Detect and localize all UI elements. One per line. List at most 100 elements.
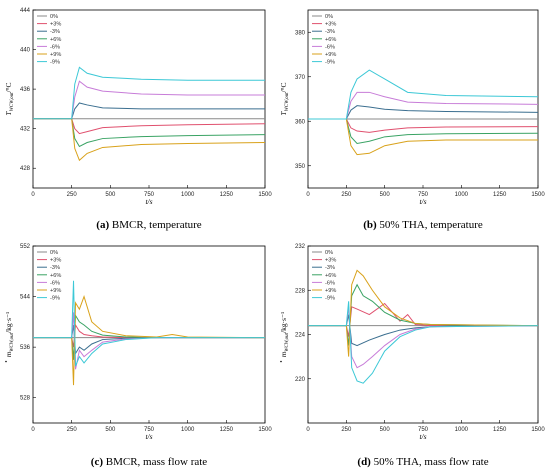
x-tick-label: 250 bbox=[341, 427, 352, 433]
panel-caption-letter: (d) bbox=[357, 456, 371, 468]
series-line-minus6pct bbox=[308, 91, 538, 120]
legend-label: -6% bbox=[50, 280, 60, 286]
y-axis-label: TWCW,out/°C bbox=[279, 82, 290, 115]
x-tick-label: 250 bbox=[67, 192, 78, 198]
panel-caption: (c) BMCR, mass flow rate bbox=[91, 456, 208, 468]
x-tick-label: 500 bbox=[105, 192, 116, 198]
y-tick-label: 220 bbox=[295, 377, 306, 383]
chart-panel-a: 0 250 500 750 1000 1250 1500 428 432 436 440 444 t/s… bbox=[4, 8, 272, 231]
y-axis-label: mWCW,out/kg·s⁻¹ bbox=[4, 312, 15, 358]
y-axis-label-subscript: WCW,out bbox=[10, 332, 15, 351]
y-axis-label-main: m bbox=[4, 351, 13, 357]
plot-frame bbox=[307, 245, 539, 424]
series-line-minus6pct bbox=[33, 80, 265, 120]
series-line-plus9pct bbox=[308, 269, 538, 357]
legend-label: +3% bbox=[325, 22, 336, 28]
y-axis-label-subscript: WCW,out bbox=[285, 92, 290, 111]
legend-label: -3% bbox=[50, 29, 60, 35]
series-line-plus3pct bbox=[308, 118, 538, 133]
legend: 0% +3%-3% +6%-6% +9% -9% bbox=[312, 250, 336, 302]
y-axis-label-main: T bbox=[279, 111, 288, 116]
series-group bbox=[33, 66, 265, 162]
legend: 0% +3%-3% +6%-6% +9% -9% bbox=[37, 14, 61, 66]
y-tick-label: 436 bbox=[20, 87, 31, 93]
x-tick-label: 1500 bbox=[258, 427, 272, 433]
legend-label: -3% bbox=[325, 29, 335, 35]
y-axis-label-unit: /°C bbox=[4, 82, 13, 92]
legend-label: +6% bbox=[50, 273, 61, 279]
x-tick-label: 750 bbox=[144, 427, 155, 433]
y-tick-label: 380 bbox=[295, 30, 306, 36]
series-line-plus9pct bbox=[308, 118, 538, 156]
y-tick-label: 350 bbox=[295, 164, 306, 170]
x-tick-label: 1000 bbox=[181, 427, 195, 433]
series-line-plus6pct bbox=[33, 118, 265, 148]
plot-frame bbox=[32, 245, 266, 424]
legend-label: +3% bbox=[50, 22, 61, 28]
x-tick-label: 1000 bbox=[181, 192, 195, 198]
series-line-plus9pct bbox=[33, 118, 265, 162]
series-group bbox=[308, 269, 538, 384]
x-tick-label: 0 bbox=[306, 427, 310, 433]
legend-label: -9% bbox=[50, 60, 60, 66]
y-axis-label-unit: /kg·s⁻¹ bbox=[279, 312, 288, 333]
legend-label: -6% bbox=[325, 280, 335, 286]
legend-label: +9% bbox=[50, 52, 61, 58]
x-tick-label: 0 bbox=[31, 427, 35, 433]
y-tick-label: 440 bbox=[20, 48, 31, 54]
y-axis-label-unit: /°C bbox=[279, 82, 288, 92]
x-tick-label: 750 bbox=[418, 192, 429, 198]
x-tick-label: 0 bbox=[306, 192, 310, 198]
legend-label: +3% bbox=[325, 258, 336, 264]
series-line-plus6pct bbox=[308, 283, 538, 346]
legend: 0% +3%-3% +6%-6% +9% -9% bbox=[312, 14, 336, 66]
series-line-minus9pct bbox=[308, 301, 538, 384]
x-tick-label: 500 bbox=[380, 427, 391, 433]
x-tick-label: 1500 bbox=[531, 192, 545, 198]
series-line-minus6pct bbox=[33, 312, 265, 370]
y-tick-label: 428 bbox=[20, 166, 31, 172]
legend-label: +9% bbox=[325, 52, 336, 58]
panel-caption-letter: (c) bbox=[91, 456, 104, 468]
x-tick-label: 1250 bbox=[493, 192, 507, 198]
legend-label: +6% bbox=[50, 37, 61, 43]
legend-label: 0% bbox=[50, 250, 58, 256]
y-axis-label-main: m bbox=[279, 351, 288, 357]
y-axis-label: mWCW,out/kg·s⁻¹ bbox=[279, 312, 290, 358]
y-axis-label-subscript: WCW,out bbox=[285, 332, 290, 351]
series-line-plus3pct bbox=[308, 302, 538, 337]
y-axis-label-unit: /kg·s⁻¹ bbox=[4, 312, 13, 333]
panel-caption-text: 50% THA, temperature bbox=[377, 219, 483, 231]
y-axis-label: TWCW,out/°C bbox=[4, 82, 15, 115]
panel-caption-letter: (a) bbox=[96, 219, 109, 231]
legend-label: 0% bbox=[325, 14, 333, 20]
legend-label: +6% bbox=[325, 37, 336, 43]
legend-label: -3% bbox=[50, 265, 60, 271]
chart-panel-c: 0 250 500 750 1000 1250 1500 528 536 544 552 t/s mWC… bbox=[4, 244, 272, 468]
x-axis-label: t/s bbox=[419, 197, 426, 206]
y-tick-label: 544 bbox=[20, 295, 31, 301]
y-tick-label: 536 bbox=[20, 345, 31, 351]
y-tick-label: 232 bbox=[295, 244, 306, 250]
m-dot-accent bbox=[5, 360, 7, 363]
legend-label: +6% bbox=[325, 273, 336, 279]
series-group bbox=[33, 280, 265, 386]
x-tick-label: 1250 bbox=[220, 427, 234, 433]
panel-caption-text: 50% THA, mass flow rate bbox=[371, 456, 489, 468]
m-dot-accent bbox=[280, 360, 282, 363]
series-line-plus6pct bbox=[308, 118, 538, 145]
x-axis-label: t/s bbox=[145, 432, 152, 441]
x-tick-label: 1500 bbox=[258, 192, 272, 198]
y-tick-label: 552 bbox=[20, 244, 31, 250]
plot-frame bbox=[32, 9, 266, 189]
y-tick-label: 370 bbox=[295, 75, 306, 81]
chart-panel-b: 0 250 500 750 1000 1250 1500 350 360 370 380 t/s TWC… bbox=[279, 9, 545, 231]
legend-label: +9% bbox=[325, 288, 336, 294]
series-line-plus3pct bbox=[33, 118, 265, 135]
panel-caption-text: BMCR, temperature bbox=[109, 219, 202, 231]
chart-panel-d: 0 250 500 750 1000 1250 1500 220 224 228 232 t/s mWC… bbox=[279, 244, 545, 468]
x-axis-label: t/s bbox=[145, 197, 152, 206]
x-tick-label: 750 bbox=[144, 192, 155, 198]
x-tick-label: 1500 bbox=[531, 427, 545, 433]
y-tick-label: 444 bbox=[20, 8, 31, 14]
